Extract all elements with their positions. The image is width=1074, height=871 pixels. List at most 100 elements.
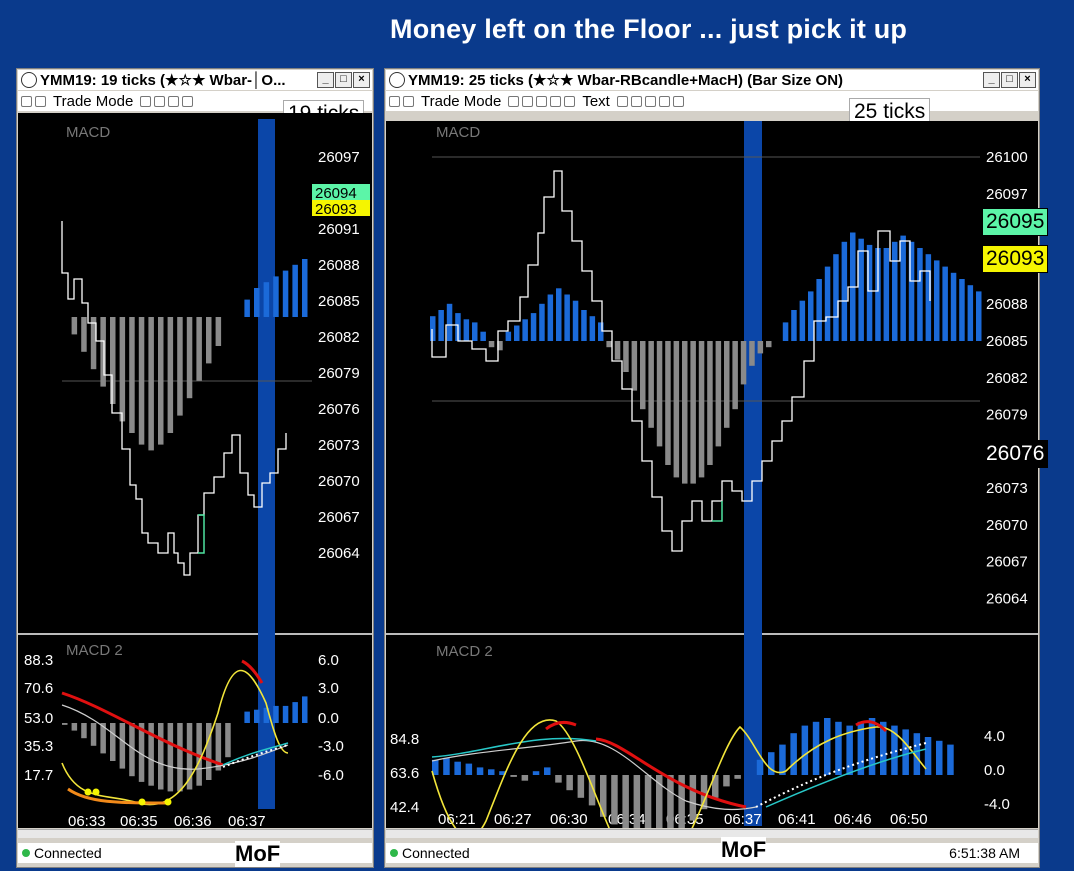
price-tick-label: 26088: [318, 257, 360, 274]
crossover-dot: [164, 798, 172, 806]
macd2-right-tick: 6.0: [318, 652, 339, 669]
macd2-histogram-bar: [723, 775, 730, 787]
line-tool-icon[interactable]: [616, 95, 628, 107]
maximize-button[interactable]: □: [1001, 72, 1018, 88]
macd-histogram-bar: [782, 322, 789, 341]
right-mof-label: MoF: [721, 837, 767, 863]
zoom-icon[interactable]: [182, 95, 194, 107]
zoom-icon[interactable]: [536, 95, 548, 107]
ellipse-tool-icon[interactable]: [644, 95, 656, 107]
app-icon: [21, 72, 37, 88]
trade-mode-button[interactable]: Trade Mode: [53, 92, 134, 110]
left-titlebar[interactable]: YMM19: 19 ticks (★☆★ Wbar-│O... _ □ ×: [18, 70, 372, 90]
left-scrollbar[interactable]: [18, 829, 372, 838]
price-tick-label: 26070: [318, 473, 360, 490]
mof-highlight-band: [744, 121, 762, 826]
zoom-icon[interactable]: [168, 95, 180, 107]
tool-icon[interactable]: [35, 95, 46, 107]
macd-histogram-bar: [883, 248, 890, 341]
close-button[interactable]: ×: [1019, 72, 1036, 88]
macd2-histogram-bar: [81, 723, 87, 739]
arrow-tool-icon[interactable]: [658, 95, 670, 107]
headline: Money left on the Floor ... just pick it…: [390, 14, 908, 44]
macd-histogram-bar: [682, 341, 688, 484]
price-tag-bg: [312, 200, 370, 216]
macd-histogram-bar: [976, 291, 982, 341]
macd-histogram-bar: [808, 291, 814, 341]
macd2-left-tick: 88.3: [24, 652, 53, 669]
macd2-histogram-bar: [812, 721, 820, 775]
macd2-histogram-bar: [868, 718, 876, 775]
macd2-time-tick: 06:50: [890, 811, 928, 828]
fib-tool-icon[interactable]: [672, 95, 684, 107]
minimize-button[interactable]: _: [983, 72, 1000, 88]
price-tag-label: 26076: [982, 440, 1049, 468]
macd2-histogram-bar: [801, 725, 809, 775]
pencil-icon[interactable]: [140, 95, 152, 107]
tool-icon[interactable]: [21, 95, 32, 107]
macd-histogram-bar: [572, 300, 579, 341]
macd2-histogram-bar: [768, 752, 775, 775]
macd-histogram-bar: [505, 331, 512, 341]
macd2-histogram-bar: [129, 723, 135, 777]
pencil-icon[interactable]: [522, 95, 534, 107]
tool-icon[interactable]: [403, 95, 414, 107]
macd2-histogram-bar: [936, 740, 943, 775]
macd-histogram-bar: [148, 317, 154, 451]
macd2-histogram-bar: [282, 705, 289, 723]
macd2-histogram-bar: [678, 775, 685, 829]
tool-icon[interactable]: [389, 95, 400, 107]
text-tool-icon[interactable]: [564, 95, 576, 107]
right-chart-svg: MACD MACD 2 26100 26097 26088 26085 26082 26079…: [386, 121, 1038, 871]
right-titlebar[interactable]: YMM19: 25 ticks (★☆★ Wbar-RBcandle+MacH)…: [386, 70, 1038, 90]
macd2-panel-title: MACD 2: [436, 643, 493, 660]
rect-tool-icon[interactable]: [630, 95, 642, 107]
zoom-icon[interactable]: [550, 95, 562, 107]
macd2-histogram-bar: [913, 733, 921, 775]
macd2-left-tick: 17.7: [24, 767, 53, 784]
connected-status-icon: [22, 849, 30, 857]
minimize-button[interactable]: _: [317, 72, 334, 88]
trade-mode-button[interactable]: Trade Mode: [421, 92, 502, 110]
macd2-histogram-bar: [292, 702, 298, 723]
price-tick-label: 26082: [986, 370, 1028, 387]
macd2-histogram-bar: [779, 744, 786, 775]
macd2-histogram-bar: [756, 759, 764, 775]
macd2-right-tick: 0.0: [984, 762, 1005, 779]
macd-histogram-bar: [875, 248, 881, 341]
macd-histogram-bar: [589, 316, 596, 341]
macd2-time-tick: 06:35: [120, 813, 158, 828]
macd2-histogram-bar: [902, 729, 909, 775]
crossover-dot: [138, 798, 146, 806]
signal-peak-red: [545, 720, 577, 731]
macd2-time-tick: 06:30: [550, 811, 588, 828]
macd-histogram-bar: [690, 341, 696, 484]
mof-highlight-band: [258, 119, 275, 809]
app-icon: [389, 72, 405, 88]
macd-histogram-bar: [816, 279, 822, 341]
macd2-histogram-bar: [824, 718, 831, 775]
macd-histogram-bar: [110, 317, 116, 404]
macd2-histogram-bar: [158, 723, 164, 790]
text-tool-button[interactable]: Text: [582, 92, 610, 110]
right-scrollbar[interactable]: [386, 829, 1038, 838]
grid-icon[interactable]: [508, 95, 520, 107]
macd2-histogram-bar: [611, 775, 618, 825]
close-button[interactable]: ×: [353, 72, 370, 88]
macd2-histogram-bar: [443, 757, 450, 775]
macd-histogram-bar: [665, 341, 671, 465]
macd2-histogram-bar: [857, 721, 865, 775]
macd2-histogram-bar: [588, 775, 596, 806]
maximize-button[interactable]: □: [335, 72, 352, 88]
macd-histogram-bar: [581, 310, 587, 341]
left-window-title: YMM19: 19 ticks (★☆★ Wbar-│O...: [40, 72, 286, 89]
macd2-histogram-bar: [138, 723, 145, 782]
macd2-histogram-bar: [734, 775, 741, 779]
macd2-histogram-bar: [700, 775, 708, 810]
macd2-histogram-bar: [846, 725, 853, 775]
macd2-histogram-bar: [465, 763, 473, 775]
dotted-line: [755, 742, 927, 808]
macd2-right-tick: -6.0: [318, 767, 344, 784]
macd-histogram-bar: [292, 264, 298, 317]
grid-icon[interactable]: [154, 95, 166, 107]
